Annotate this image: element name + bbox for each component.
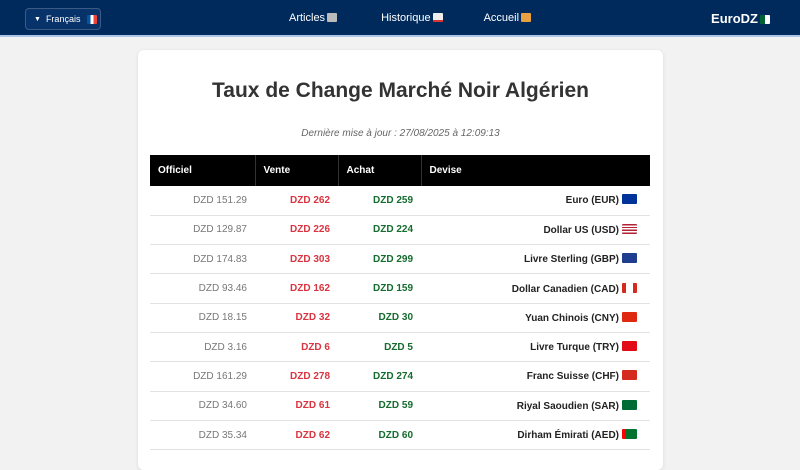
page-title: Taux de Change Marché Noir Algérien [212, 79, 589, 102]
rates-table: Officiel Vente Achat Devise DZD 151.29 DZD … [150, 155, 650, 451]
buy-rate: DZD 224 [338, 215, 421, 246]
sell-rate: DZD 62 [255, 420, 338, 451]
official-rate: DZD 129.87 [150, 215, 255, 246]
buy-rate: DZD 259 [338, 186, 421, 216]
buy-rate: DZD 59 [338, 391, 421, 421]
official-rate: DZD 3.16 [150, 332, 255, 363]
currency-name: Dollar US (USD) [421, 215, 650, 246]
table-row: DZD 34.60 DZD 61 DZD 59 Riyal Saoudien (… [150, 391, 650, 421]
sell-rate: DZD 6 [255, 332, 338, 363]
brand-logo[interactable]: EuroDZ [711, 11, 770, 26]
tr-flag-icon [622, 341, 637, 352]
ch-flag-icon [622, 370, 637, 381]
ae-flag-icon [622, 429, 637, 440]
cn-flag-icon [622, 311, 637, 322]
table-row: DZD 151.29 DZD 262 DZD 259 Euro (EUR) [150, 186, 650, 216]
house-icon [521, 13, 532, 22]
official-rate: DZD 161.29 [150, 361, 255, 392]
caret-down-icon: ▼ [34, 15, 41, 23]
sell-rate: DZD 32 [255, 303, 338, 333]
sell-rate: DZD 162 [255, 273, 338, 304]
currency-name: Dollar Canadien (CAD) [421, 273, 650, 304]
currency-name: Dirham Émirati (AED) [421, 420, 650, 451]
currency-name: Yuan Chinois (CNY) [421, 303, 650, 333]
nav-links: Articles Historique Accueil [289, 12, 532, 24]
official-rate: DZD 151.29 [150, 186, 255, 216]
buy-rate: DZD 299 [338, 244, 421, 275]
column-header-devise: Devise [421, 155, 650, 186]
table-row: DZD 18.15 DZD 32 DZD 30 Yuan Chinois (CN… [150, 303, 650, 333]
buy-rate: DZD 5 [338, 332, 421, 363]
buy-rate: DZD 159 [338, 273, 421, 304]
table-row: DZD 93.46 DZD 162 DZD 159 Dollar Canadie… [150, 273, 650, 304]
official-rate: DZD 18.15 [150, 303, 255, 333]
last-updated: Dernière mise à jour : 27/08/2025 à 12:0… [301, 128, 500, 139]
currency-name: Euro (EUR) [421, 186, 650, 216]
sa-flag-icon [622, 399, 637, 410]
buy-rate: DZD 60 [338, 420, 421, 451]
buy-rate: DZD 274 [338, 361, 421, 392]
official-rate: DZD 34.60 [150, 391, 255, 421]
rates-card: Taux de Change Marché Noir Algérien Dern… [138, 50, 663, 470]
nav-link-accueil[interactable]: Accueil [484, 12, 532, 24]
buy-rate: DZD 30 [338, 303, 421, 333]
sell-rate: DZD 262 [255, 186, 338, 216]
nav-link-articles[interactable]: Articles [289, 12, 338, 24]
top-nav: ▼ Français Articles Historique Accueil E… [0, 0, 800, 37]
column-header-officiel: Officiel [150, 155, 256, 186]
nav-link-historique[interactable]: Historique [381, 12, 443, 24]
currency-name: Livre Sterling (GBP) [421, 244, 650, 275]
table-row: DZD 35.34 DZD 62 DZD 60 Dirham Émirati (… [150, 420, 650, 451]
language-selector[interactable]: ▼ Français [25, 8, 101, 30]
column-header-achat: Achat [338, 155, 422, 186]
algeria-flag-icon [760, 15, 770, 24]
table-row: DZD 129.87 DZD 226 DZD 224 Dollar US (US… [150, 215, 650, 246]
table-row: DZD 161.29 DZD 278 DZD 274 Franc Suisse … [150, 361, 650, 392]
sell-rate: DZD 303 [255, 244, 338, 275]
france-flag-icon [87, 14, 98, 24]
official-rate: DZD 174.83 [150, 244, 255, 275]
sell-rate: DZD 278 [255, 361, 338, 392]
ca-flag-icon [622, 282, 637, 293]
chart-up-icon [432, 13, 443, 22]
official-rate: DZD 35.34 [150, 420, 255, 451]
official-rate: DZD 93.46 [150, 273, 255, 304]
currency-name: Livre Turque (TRY) [421, 332, 650, 363]
currency-name: Riyal Saoudien (SAR) [421, 391, 650, 421]
table-row: DZD 174.83 DZD 303 DZD 299 Livre Sterlin… [150, 244, 650, 275]
column-header-vente: Vente [255, 155, 339, 186]
table-row: DZD 3.16 DZD 6 DZD 5 Livre Turque (TRY) [150, 332, 650, 363]
currency-name: Franc Suisse (CHF) [421, 361, 650, 392]
sell-rate: DZD 61 [255, 391, 338, 421]
gb-flag-icon [622, 253, 637, 264]
newspaper-icon [327, 13, 338, 22]
sell-rate: DZD 226 [255, 215, 338, 246]
us-flag-icon [622, 223, 637, 234]
eu-flag-icon [622, 194, 637, 205]
